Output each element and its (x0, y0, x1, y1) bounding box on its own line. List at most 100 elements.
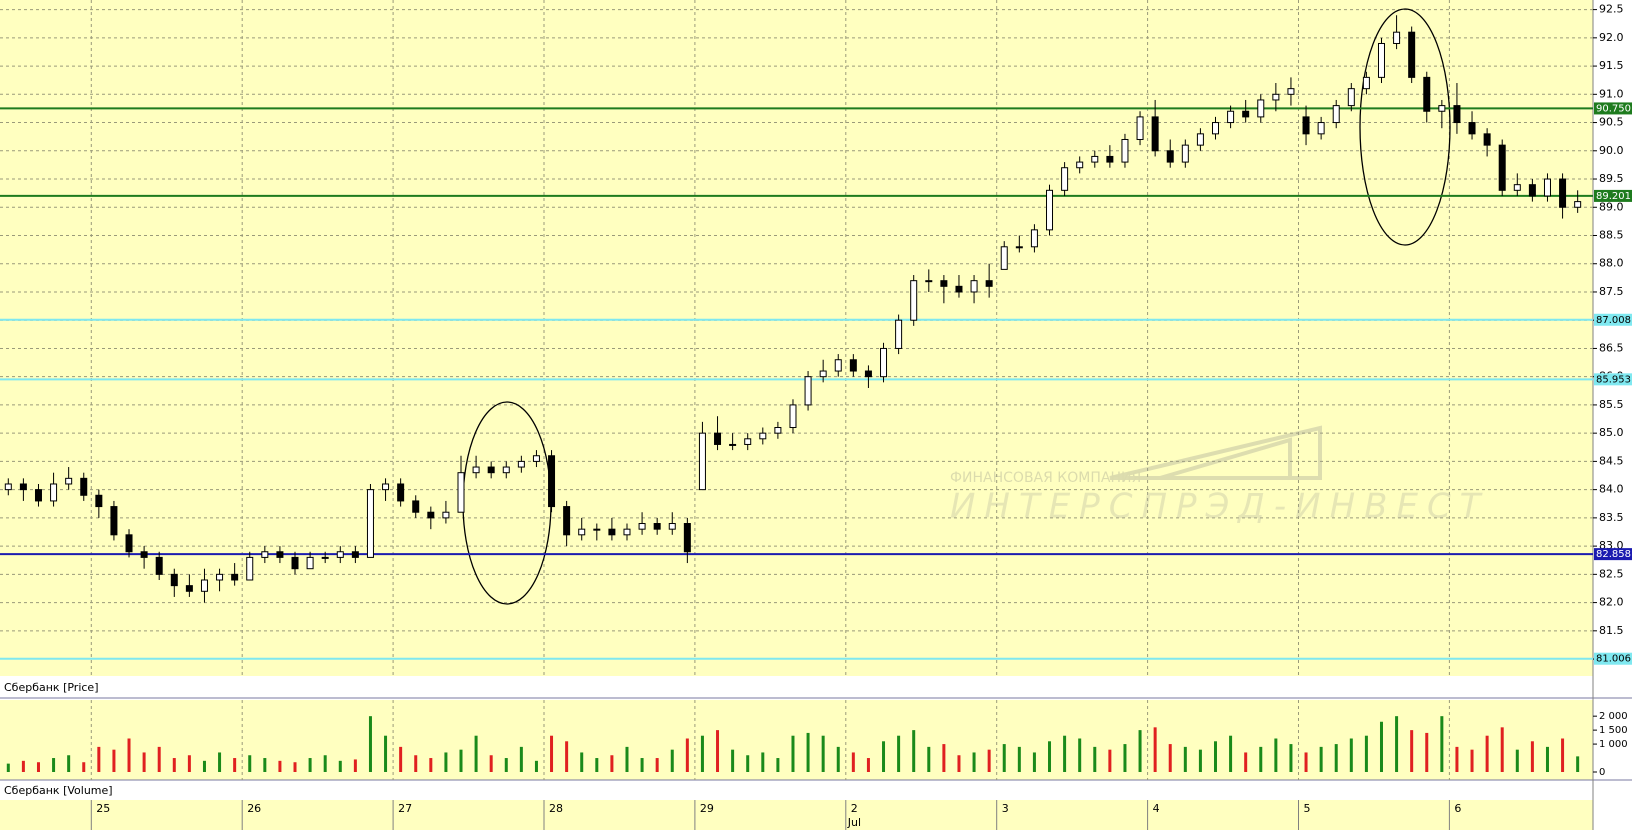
volume-bar (1470, 749, 1474, 772)
x-tick-label: 3 (1002, 802, 1009, 815)
candle-body (1242, 110, 1250, 118)
volume-bar (1078, 738, 1082, 772)
candle-body (744, 438, 752, 445)
level-label-box (1594, 189, 1632, 202)
y-tick-label: 90.0 (1599, 144, 1624, 157)
level-label: 85.953 (1596, 374, 1631, 385)
level-label: 90.750 (1596, 103, 1631, 114)
volume-bar (670, 749, 674, 772)
volume-bar (640, 758, 644, 772)
candle-body (125, 534, 133, 553)
candle-body (412, 500, 420, 513)
watermark: ФИНАНСОВАЯ КОМПАНИЯ ИНТЕРСПРЭД-ИНВЕСТ (950, 425, 1480, 527)
candle-body (1362, 76, 1370, 90)
y-tick-label: 92.5 (1599, 3, 1624, 16)
candle-body (563, 506, 571, 536)
level-label-box (1594, 313, 1632, 326)
watermark-text: ФИНАНСОВАЯ КОМПАНИЯ (950, 470, 1141, 486)
candle-body (895, 319, 903, 349)
volume-bar (1334, 744, 1338, 772)
volume-bar (685, 738, 689, 772)
candle-body (1151, 116, 1159, 152)
volume-bar (595, 758, 599, 772)
candle-body (110, 506, 118, 536)
volume-bar (459, 749, 463, 772)
candle-body (1287, 88, 1295, 95)
volume-bar (746, 755, 750, 772)
volume-bar (142, 752, 146, 772)
candle-body (683, 523, 691, 553)
watermark-logo (1109, 425, 1322, 480)
candle-body (1377, 42, 1385, 78)
volume-bar (1108, 749, 1112, 772)
candle-body (1046, 189, 1054, 231)
volume-bar (1364, 735, 1368, 772)
volume-bar (1425, 732, 1429, 772)
x-tick-label: 5 (1303, 802, 1310, 815)
y-tick-label: 90.5 (1599, 116, 1624, 129)
volume-bar (1168, 744, 1172, 772)
candle-body (1166, 150, 1174, 163)
candle-body (548, 455, 556, 508)
candle-body (472, 466, 480, 474)
candle-body (880, 347, 888, 378)
candle-body (155, 556, 163, 575)
volume-bar (565, 741, 569, 772)
candle-body (502, 466, 510, 474)
highlight-ellipse (1359, 8, 1451, 246)
candle-body (1121, 138, 1129, 163)
candle-body (1543, 178, 1551, 197)
volume-bar (534, 760, 538, 772)
candle-body (970, 280, 978, 293)
y-tick-label: 81.5 (1599, 624, 1624, 637)
candle-body (306, 556, 314, 570)
volume-bar (1002, 744, 1006, 772)
volume-bar (1138, 730, 1142, 772)
level-label-box (1594, 652, 1632, 665)
volume-bar (1017, 746, 1021, 772)
volume-bar (957, 755, 961, 772)
volume-bar (82, 762, 86, 772)
volume-panel (0, 700, 1593, 780)
volume-bar (836, 746, 840, 772)
candle-body (487, 466, 495, 474)
candle-body (366, 489, 374, 558)
volume-bar (384, 735, 388, 772)
candle-body (261, 551, 269, 558)
volume-bar (550, 735, 554, 772)
x-tick-label: 27 (398, 802, 412, 815)
y-tick-label: 91.5 (1599, 59, 1624, 72)
candle-body (351, 551, 359, 558)
volume-bar (97, 746, 101, 772)
volume-bar (323, 755, 327, 772)
volume-bar (368, 716, 372, 772)
volume-bar (821, 735, 825, 772)
candle-body (1513, 184, 1521, 191)
y-tick-label: 85.5 (1599, 398, 1624, 411)
volume-bar (278, 760, 282, 772)
volume-bar (414, 755, 418, 772)
candle-body (216, 573, 224, 581)
volume-bar (248, 755, 252, 772)
date-axis (0, 800, 1593, 830)
x-month-label: Jul (847, 816, 861, 829)
volume-bar (1032, 752, 1036, 772)
candle-body (940, 280, 948, 287)
volume-bar (897, 735, 901, 772)
candle-body (200, 579, 208, 592)
volume-bar (504, 758, 508, 772)
volume-bar (927, 746, 931, 772)
y-tick-label: 83.5 (1599, 511, 1624, 524)
candle-body (593, 528, 601, 531)
candle-body (517, 460, 525, 468)
x-tick-label: 28 (549, 802, 563, 815)
volume-bar (1274, 738, 1278, 772)
volume-bar (1229, 735, 1233, 772)
level-label-box (1594, 102, 1632, 115)
y-tick-label: 84.5 (1599, 454, 1624, 467)
candle-body (819, 370, 827, 378)
x-tick-label: 26 (247, 802, 261, 815)
volume-bar (293, 762, 297, 772)
candle-body (1257, 99, 1265, 118)
